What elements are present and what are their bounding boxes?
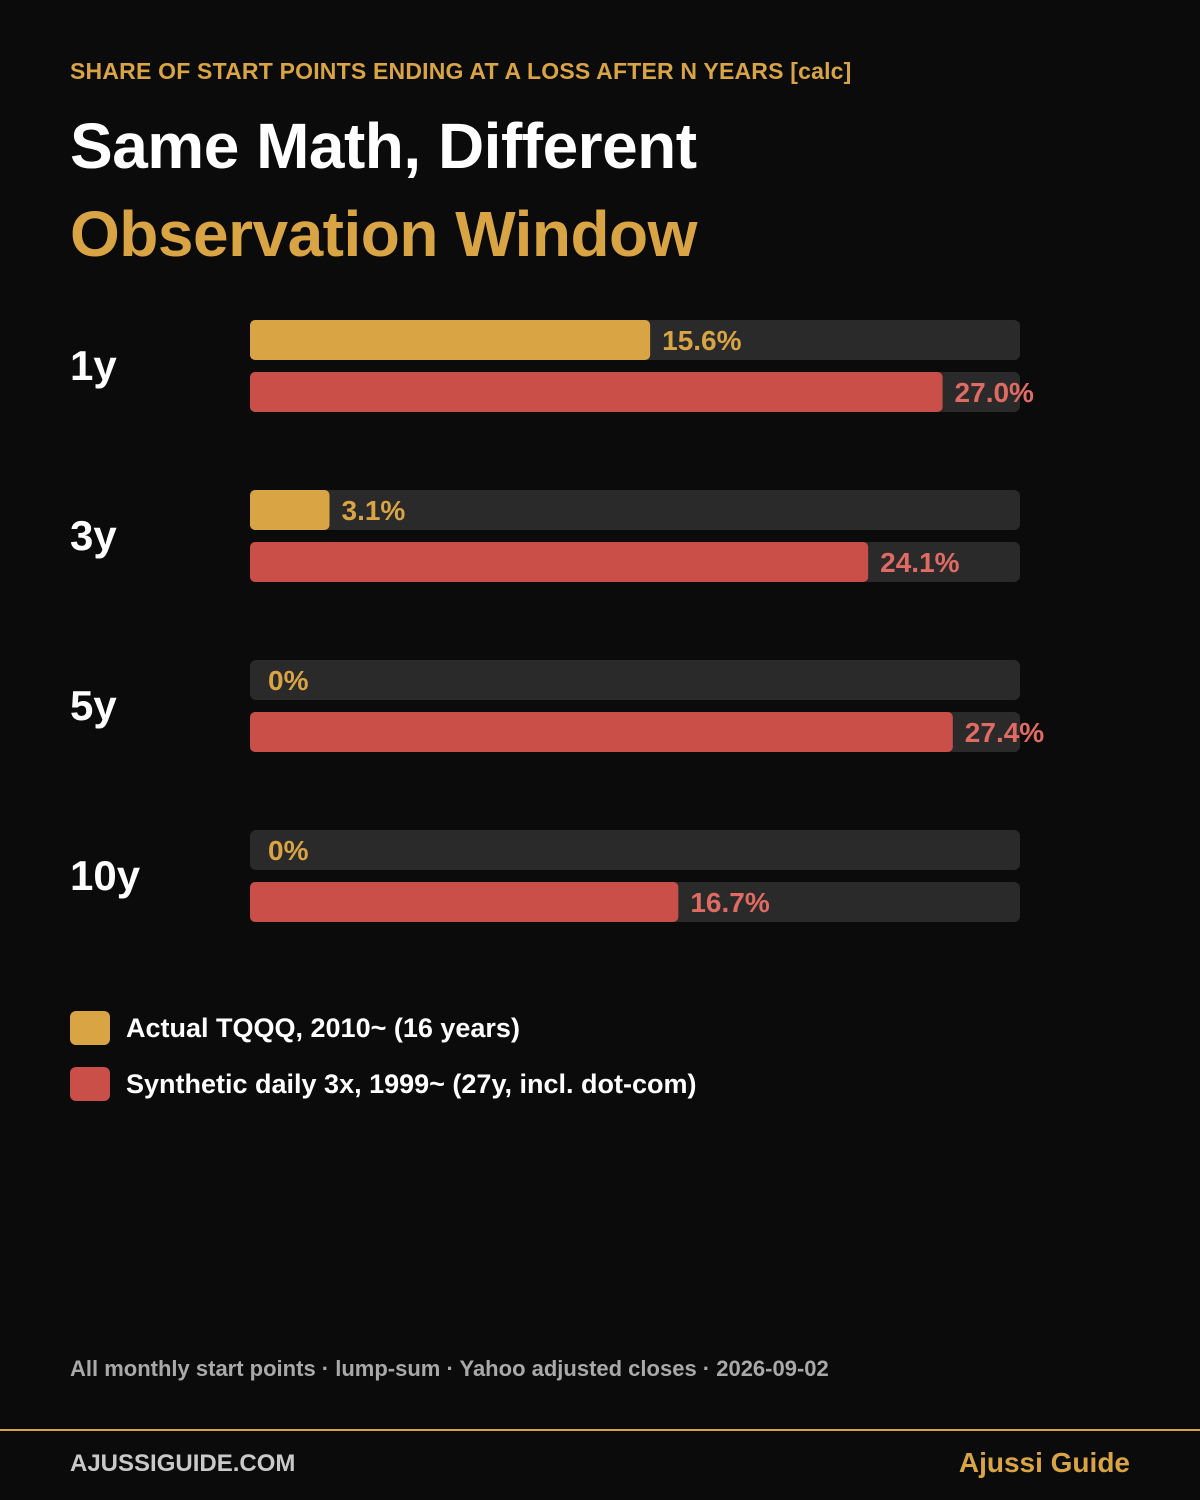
data-label-3y-s0: 3.1% (342, 495, 406, 526)
data-label-1y-s0: 15.6% (662, 325, 741, 356)
bar-track-3y-s0 (250, 490, 1020, 530)
footnote: All monthly start points · lump-sum · Ya… (70, 1356, 829, 1381)
bar-track-10y-s0 (250, 830, 1020, 870)
chart-title-line-1: Same Math, Different (70, 110, 697, 182)
legend-item-synthetic: Synthetic daily 3x, 1999~ (27y, incl. do… (70, 1066, 696, 1102)
bar-10y-s1 (250, 882, 679, 922)
bar-5y-s1 (250, 712, 953, 752)
data-label-5y-s1: 27.4% (965, 717, 1044, 748)
footer-brand: Ajussi Guide (958, 1447, 1130, 1478)
category-label-5y: 5y (70, 682, 117, 729)
data-label-5y-s0: 0% (268, 665, 309, 696)
category-label-3y: 3y (70, 512, 117, 559)
data-label-10y-s1: 16.7% (690, 887, 769, 918)
bar-3y-s1 (250, 542, 869, 582)
bar-track-5y-s0 (250, 660, 1020, 700)
legend-swatch-actual (70, 1011, 110, 1045)
bar-chart: 1y 15.6% 27.0% 3y 3.1% 24.1% 5y 0% 27.4% 10y 0% 16.… (70, 320, 1044, 922)
legend-item-actual: Actual TQQQ, 2010~ (16 years) (70, 1010, 696, 1046)
legend-label-actual: Actual TQQQ, 2010~ (16 years) (126, 1012, 520, 1043)
legend-label-synthetic: Synthetic daily 3x, 1999~ (27y, incl. do… (126, 1068, 697, 1099)
data-label-3y-s1: 24.1% (880, 547, 959, 578)
data-label-10y-s0: 0% (268, 835, 309, 866)
data-label-1y-s1: 27.0% (955, 377, 1034, 408)
footer-divider (0, 1429, 1200, 1431)
category-label-10y: 10y (70, 852, 141, 899)
category-label-1y: 1y (70, 342, 117, 389)
chart-kicker: SHARE OF START POINTS ENDING AT A LOSS A… (70, 58, 852, 84)
footer-site-link[interactable]: AJUSSIGUIDE.COM (70, 1450, 296, 1477)
chart-title-line-2: Observation Window (70, 198, 697, 270)
legend-swatch-synthetic (70, 1067, 110, 1101)
bar-1y-s1 (250, 372, 943, 412)
legend: Actual TQQQ, 2010~ (16 years) Synthetic … (70, 1010, 696, 1122)
bar-1y-s0 (250, 320, 651, 360)
bar-3y-s0 (250, 490, 330, 530)
